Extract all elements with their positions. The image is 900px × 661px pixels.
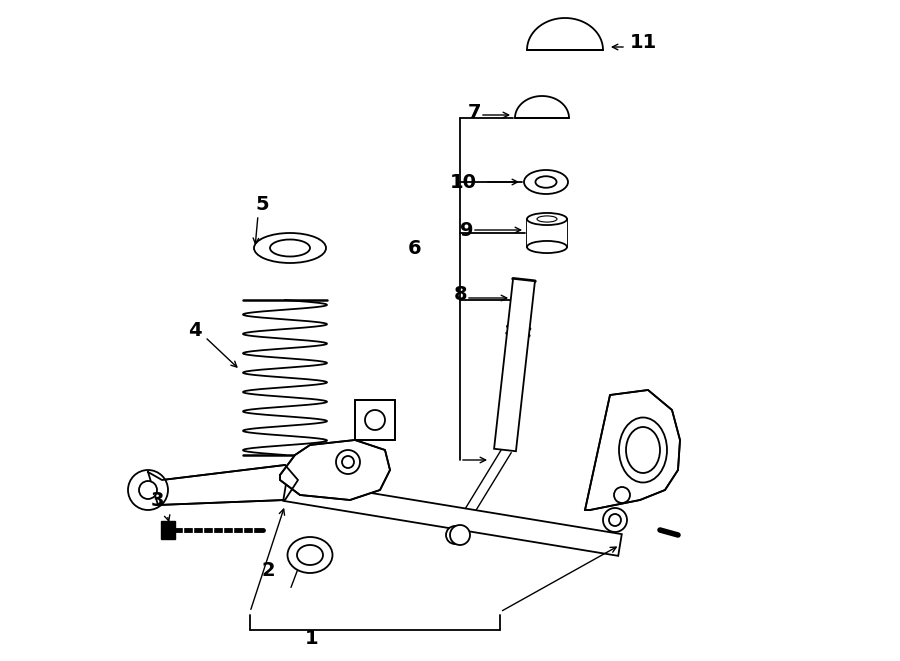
Ellipse shape (527, 241, 567, 253)
Text: 4: 4 (188, 321, 202, 340)
Ellipse shape (537, 216, 557, 222)
Circle shape (609, 514, 621, 526)
Text: 9: 9 (460, 221, 473, 239)
Text: 2: 2 (261, 561, 274, 580)
Circle shape (336, 450, 360, 474)
Text: 3: 3 (150, 490, 164, 510)
Polygon shape (515, 96, 569, 118)
Polygon shape (355, 400, 395, 440)
Polygon shape (527, 18, 603, 50)
Ellipse shape (619, 418, 667, 483)
Ellipse shape (626, 427, 660, 473)
Ellipse shape (297, 545, 323, 565)
Text: 8: 8 (454, 286, 468, 305)
Circle shape (365, 410, 385, 430)
Circle shape (614, 487, 630, 503)
Text: 6: 6 (408, 239, 421, 258)
Polygon shape (585, 390, 680, 510)
Ellipse shape (254, 233, 326, 263)
Circle shape (128, 470, 168, 510)
Polygon shape (280, 440, 390, 500)
Polygon shape (284, 479, 622, 556)
Text: 7: 7 (468, 102, 482, 122)
Circle shape (446, 526, 464, 544)
Text: 10: 10 (450, 173, 477, 192)
Polygon shape (148, 465, 298, 505)
Ellipse shape (536, 176, 556, 188)
Circle shape (342, 456, 354, 468)
Circle shape (450, 525, 470, 545)
Circle shape (603, 508, 627, 532)
Polygon shape (494, 279, 535, 451)
Bar (161, 521, 175, 539)
Ellipse shape (270, 239, 310, 256)
Ellipse shape (527, 213, 567, 225)
Text: 1: 1 (305, 629, 319, 648)
Ellipse shape (524, 170, 568, 194)
Text: 5: 5 (255, 196, 268, 215)
Circle shape (139, 481, 157, 499)
Text: 11: 11 (630, 34, 657, 52)
Bar (527, 219, 567, 247)
Ellipse shape (287, 537, 332, 573)
